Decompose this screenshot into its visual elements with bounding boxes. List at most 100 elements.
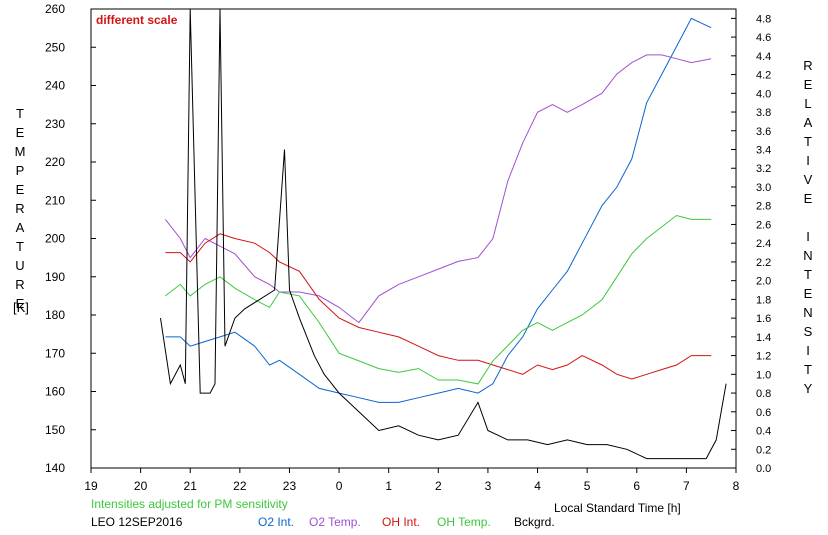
- right-tick-label: 3.4: [756, 145, 771, 157]
- x-tick-label: 6: [633, 479, 640, 493]
- left-axis-unit: [K]: [13, 300, 29, 315]
- left-axis-label-letter: E: [16, 125, 25, 140]
- footer-note: Intensities adjusted for PM sensitivity: [91, 497, 288, 511]
- right-axis-label-letter: L: [804, 96, 811, 111]
- right-axis-label-letter: E: [804, 286, 813, 301]
- left-axis-label-letter: M: [15, 144, 26, 159]
- series-line-o2-int: [165, 17, 712, 403]
- right-axis-label-letter: N: [803, 248, 812, 263]
- left-tick-label: 200: [45, 232, 65, 246]
- left-tick-label: 240: [45, 79, 65, 93]
- right-axis-label-letter: R: [803, 58, 812, 73]
- right-tick-label: 2.4: [756, 238, 771, 250]
- left-axis-label-letter: E: [16, 182, 25, 197]
- right-tick-label: 4.6: [756, 32, 771, 44]
- x-tick-label: 7: [683, 479, 690, 493]
- x-axis-label: Local Standard Time [h]: [554, 501, 681, 515]
- right-tick-label: 0.2: [756, 444, 771, 456]
- annotation-text: different scale: [96, 13, 178, 27]
- left-tick-label: 140: [45, 461, 65, 475]
- left-tick-label: 260: [45, 2, 65, 16]
- x-tick-label: 20: [134, 479, 148, 493]
- right-tick-label: 4.0: [756, 88, 771, 100]
- right-tick-label: 4.4: [756, 51, 771, 63]
- legend-item: Bckgrd.: [514, 515, 555, 529]
- right-axis-label-letter: I: [806, 343, 810, 358]
- right-axis-label-letter: T: [804, 134, 812, 149]
- x-tick-label: 8: [733, 479, 740, 493]
- right-axis-ticks: 0.0 0.2 0.4 0.6 0.8 1.0 1.2 1.4 1.6 1.8 2.0 2.2 2.4 2…: [731, 13, 771, 475]
- right-tick-label: 1.6: [756, 313, 771, 325]
- right-tick-label: 0.8: [756, 388, 771, 400]
- left-axis-label-letter: T: [16, 106, 24, 121]
- left-tick-label: 170: [45, 346, 65, 360]
- x-tick-label: 1: [385, 479, 392, 493]
- series-line-o2-temp: [165, 54, 712, 324]
- legend-item: OH Temp.: [437, 515, 491, 529]
- right-axis-label-letter: A: [804, 115, 813, 130]
- right-axis-label-letter: S: [804, 324, 813, 339]
- left-tick-label: 190: [45, 270, 65, 284]
- left-tick-label: 210: [45, 193, 65, 207]
- left-axis-ticks: 140 150 160 170 180 190 200 210 220 230 240 250 260: [45, 2, 96, 475]
- left-tick-label: 150: [45, 423, 65, 437]
- right-axis-label-letter: E: [804, 77, 813, 92]
- x-tick-label: 22: [233, 479, 247, 493]
- x-tick-label: 4: [534, 479, 541, 493]
- series-line-oh-int: [165, 233, 712, 380]
- legend: O2 Int. O2 Temp. OH Int. OH Temp. Bckgrd.: [258, 515, 555, 529]
- right-tick-label: 1.8: [756, 294, 771, 306]
- right-tick-label: 0.4: [756, 426, 771, 438]
- x-tick-label: 19: [84, 479, 98, 493]
- left-axis-label-letter: P: [16, 163, 25, 178]
- left-axis-label-letter: R: [15, 201, 24, 216]
- right-axis-label-letter: E: [804, 191, 813, 206]
- x-tick-label: 2: [435, 479, 442, 493]
- right-tick-label: 2.0: [756, 276, 771, 288]
- x-tick-label: 3: [485, 479, 492, 493]
- left-axis-label-letter: R: [15, 277, 24, 292]
- right-axis-label-letter: I: [806, 153, 810, 168]
- right-tick-label: 1.4: [756, 332, 771, 344]
- legend-item: OH Int.: [382, 515, 420, 529]
- left-axis-label-letter: E: [16, 296, 25, 311]
- right-tick-label: 4.2: [756, 70, 771, 82]
- left-tick-label: 230: [45, 117, 65, 131]
- right-tick-label: 3.0: [756, 182, 771, 194]
- right-tick-label: 3.8: [756, 107, 771, 119]
- left-tick-label: 250: [45, 40, 65, 54]
- x-tick-label: 23: [283, 479, 297, 493]
- right-axis-label-letter: T: [804, 362, 812, 377]
- right-tick-label: 0.6: [756, 407, 771, 419]
- right-axis-label-letter: N: [803, 305, 812, 320]
- right-tick-label: 1.2: [756, 351, 771, 363]
- right-axis-label-letter: I: [806, 229, 810, 244]
- right-axis-label-letter: T: [804, 267, 812, 282]
- left-axis-label-letter: T: [16, 239, 24, 254]
- series-line-oh-temp: [165, 214, 712, 385]
- right-tick-label: 0.0: [756, 463, 771, 475]
- x-tick-label: 5: [584, 479, 591, 493]
- legend-item: O2 Int.: [258, 515, 294, 529]
- series-layer: [160, 9, 727, 460]
- right-tick-label: 2.2: [756, 257, 771, 269]
- x-tick-label: 0: [336, 479, 343, 493]
- left-tick-label: 160: [45, 385, 65, 399]
- series-line-bckgrd: [160, 9, 727, 460]
- right-tick-label: 4.8: [756, 13, 771, 25]
- legend-item: O2 Temp.: [309, 515, 361, 529]
- x-axis-ticks: 19 20 21 22 23 0 1 2 3 4 5 6 7 8: [84, 468, 740, 493]
- x-tick-label: 21: [184, 479, 198, 493]
- right-tick-label: 3.6: [756, 126, 771, 138]
- right-axis-label-letter: V: [804, 172, 813, 187]
- left-tick-label: 180: [45, 308, 65, 322]
- right-tick-label: 2.8: [756, 201, 771, 213]
- left-axis-label-letter: A: [16, 220, 25, 235]
- right-tick-label: 3.2: [756, 163, 771, 175]
- right-tick-label: 1.0: [756, 369, 771, 381]
- right-tick-label: 2.6: [756, 219, 771, 231]
- left-tick-label: 220: [45, 155, 65, 169]
